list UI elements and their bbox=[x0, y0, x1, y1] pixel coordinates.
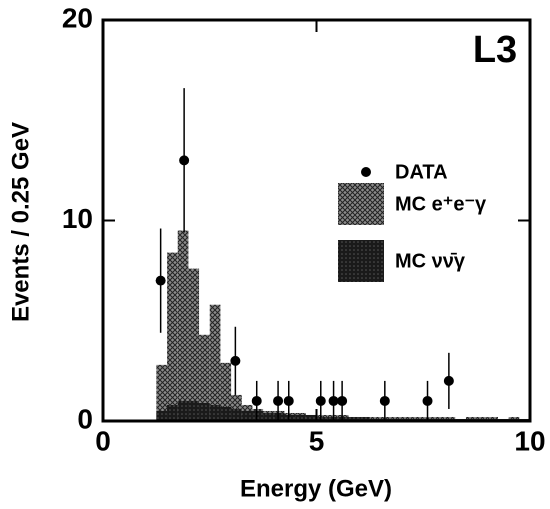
x-tick-label: 5 bbox=[309, 425, 325, 456]
x-axis-label: Energy (GeV) bbox=[240, 475, 392, 502]
legend-marker bbox=[361, 167, 371, 177]
histogram-bar bbox=[231, 408, 242, 421]
histogram-bar bbox=[220, 362, 232, 421]
y-axis-label: Events / 0.25 GeV bbox=[7, 122, 34, 322]
histogram-bar bbox=[327, 416, 338, 421]
histogram-bar bbox=[359, 416, 370, 421]
histogram-bar bbox=[188, 268, 200, 421]
data-point bbox=[443, 375, 454, 386]
y-tick-label: 0 bbox=[77, 403, 93, 434]
histogram-bar bbox=[348, 416, 360, 421]
data-point bbox=[251, 395, 262, 406]
histogram-bar bbox=[177, 230, 189, 421]
data-point bbox=[155, 275, 166, 286]
histogram-bar bbox=[337, 416, 349, 421]
legend-label: MC e⁺e⁻γ bbox=[395, 193, 487, 215]
histogram-bar bbox=[316, 416, 328, 421]
legend-swatch bbox=[338, 183, 384, 225]
data-point bbox=[283, 395, 294, 406]
histogram-bar bbox=[263, 412, 274, 421]
histogram-bar bbox=[209, 304, 221, 421]
histogram-bar bbox=[209, 404, 221, 421]
data-point bbox=[179, 155, 190, 166]
histogram-bar bbox=[156, 410, 168, 421]
histogram-bar bbox=[241, 410, 253, 421]
y-tick-label: 20 bbox=[62, 2, 93, 33]
histogram-bar bbox=[295, 414, 306, 421]
histogram-bar bbox=[199, 334, 210, 421]
histogram-bar bbox=[167, 404, 178, 421]
histogram-bar bbox=[167, 252, 178, 421]
annotation: L3 bbox=[473, 29, 517, 71]
data-point bbox=[315, 395, 326, 406]
histogram-bar bbox=[156, 364, 168, 421]
data-point bbox=[328, 395, 339, 406]
legend-label: DATA bbox=[395, 161, 448, 183]
x-tick-label: 10 bbox=[514, 425, 545, 456]
data-point bbox=[422, 395, 433, 406]
histogram-bar bbox=[252, 410, 264, 421]
data-point bbox=[379, 395, 390, 406]
histogram-bar bbox=[188, 400, 200, 421]
histogram-bar bbox=[199, 402, 210, 421]
y-tick-label: 10 bbox=[62, 203, 93, 234]
histogram-bar bbox=[284, 414, 296, 421]
histogram-bar bbox=[177, 400, 189, 421]
data-point bbox=[230, 355, 241, 366]
legend-label: MC νν̄γ bbox=[395, 250, 466, 272]
data-point bbox=[273, 395, 284, 406]
histogram-bar bbox=[231, 394, 242, 421]
x-tick-label: 0 bbox=[95, 425, 111, 456]
data-point bbox=[337, 395, 348, 406]
legend-swatch bbox=[338, 240, 384, 282]
histogram-bar bbox=[273, 412, 285, 421]
histogram-bar bbox=[305, 414, 317, 421]
histogram-bar bbox=[220, 406, 232, 421]
